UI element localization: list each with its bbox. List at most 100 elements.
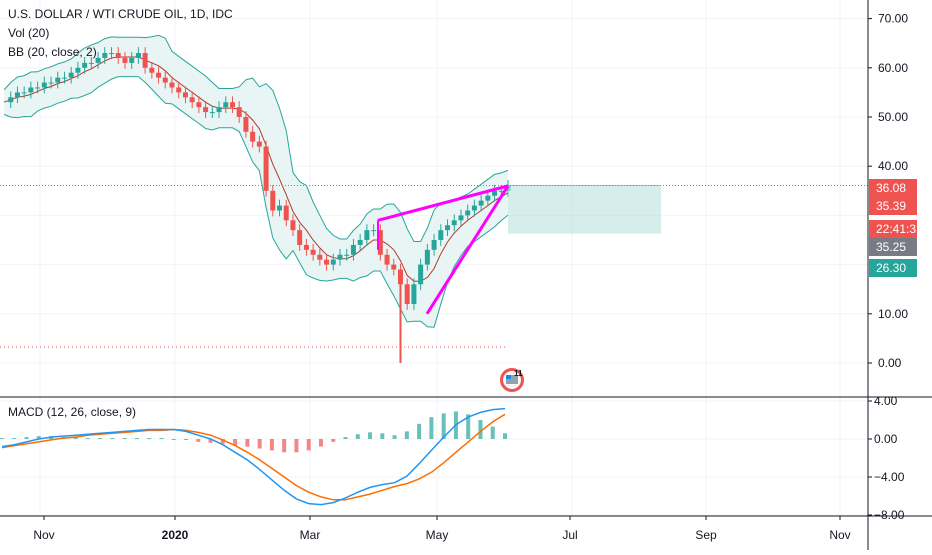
chart-legend: U.S. DOLLAR / WTI CRUDE OIL, 1D, IDC Vol… [8, 5, 233, 62]
macd-histogram-bar [392, 435, 397, 439]
macd-axis-labels[interactable]: 4.00 0.00 −4.00 −8.00 [868, 394, 905, 522]
candle-body [283, 205, 289, 221]
candle-body [330, 259, 336, 265]
candle-body [88, 62, 94, 64]
price-axis-label: 40.00 [878, 159, 908, 173]
macd-histogram-bar [85, 438, 90, 440]
macd-histogram-bar [282, 439, 287, 453]
price-axis-label: 50.00 [878, 110, 908, 124]
candle-body [411, 284, 417, 304]
macd-histogram-bar [196, 439, 201, 442]
candle-body [277, 205, 283, 211]
macd-histogram-bar [0, 438, 4, 440]
candle-body [431, 240, 437, 250]
candle-body [209, 112, 215, 114]
candle-body [384, 254, 390, 265]
time-axis-label: 2020 [162, 528, 189, 542]
bb-fill [4, 35, 508, 328]
candle-body [55, 77, 61, 83]
price-tags: 36.08 35.39 22:41:31 35.25 26.30 [869, 179, 923, 277]
time-axis-labels[interactable]: Nov 2020 Mar May Jul Sep Nov [33, 516, 851, 542]
candle-body [377, 230, 383, 255]
time-axis-label: Sep [695, 528, 717, 542]
macd-histogram-bar [294, 439, 299, 453]
target-zone-box [508, 185, 661, 234]
macd-histogram-bar [355, 434, 360, 439]
bb-upper [3, 34, 509, 242]
price-tag: 26.30 [869, 259, 917, 277]
candle-body [290, 220, 296, 231]
macd-pane [0, 407, 507, 506]
candle-body [317, 254, 323, 260]
candle-body [270, 190, 276, 211]
macd-histogram-bar [343, 437, 348, 439]
earnings-event-icon[interactable]: 11 [500, 368, 524, 392]
time-axis-label: Mar [300, 528, 321, 542]
price-tag-bg [869, 259, 917, 277]
symbol-title[interactable]: U.S. DOLLAR / WTI CRUDE OIL, 1D, IDC [8, 7, 233, 21]
candle-body [485, 195, 491, 201]
candle-body [115, 53, 121, 58]
time-axis-label: May [426, 528, 449, 542]
candle-body [424, 249, 430, 265]
candle-body [102, 53, 108, 58]
candle-body [297, 230, 303, 245]
candle-body [344, 254, 350, 256]
candle-body [337, 254, 343, 260]
macd-histogram-bar [36, 436, 41, 439]
candle-body [438, 230, 444, 240]
bb-indicator-label[interactable]: BB (20, close, 2) [8, 45, 97, 59]
macd-histogram-bar [73, 437, 78, 439]
event-badge-count: 11 [514, 369, 523, 378]
candle-body [364, 230, 370, 240]
candle-body [498, 190, 504, 192]
candle-body [35, 87, 41, 89]
price-tag: 22:41:31 [869, 220, 923, 238]
macd-histogram-bar [318, 439, 323, 447]
candle-body [229, 102, 235, 108]
macd-histogram-bar [220, 439, 225, 444]
price-tag-text: 26.30 [876, 261, 906, 275]
candle-body [256, 141, 262, 147]
price-axis-label: 10.00 [878, 307, 908, 321]
macd-histogram-bar [110, 438, 115, 440]
price-tag-text: 22:41:31 [876, 222, 923, 236]
macd-histogram-bar [171, 439, 176, 440]
candle-body [216, 107, 222, 113]
candle-body [156, 72, 162, 78]
wedge-upper-line [377, 184, 509, 222]
candle-body [68, 72, 74, 78]
candle-body [182, 92, 188, 98]
candle-body [189, 97, 195, 103]
macd-histogram-bar [466, 414, 471, 439]
price-axis-label: 70.00 [878, 12, 908, 26]
candle-body [445, 225, 451, 231]
price-tag: 35.39 [869, 197, 917, 215]
candle-body [465, 210, 471, 216]
macd-histogram-bar [98, 438, 103, 440]
rising-wedge-drawing[interactable] [377, 184, 510, 315]
candle-body [41, 82, 47, 88]
macd-histogram-bar [429, 417, 434, 439]
macd-histogram-bar [134, 438, 139, 440]
vol-indicator-label[interactable]: Vol (20) [8, 26, 50, 40]
macd-histogram-bar [122, 438, 127, 440]
candle-body [14, 92, 20, 98]
bb-basis [3, 56, 509, 282]
target-zone [508, 184, 661, 234]
price-axis-label: 60.00 [878, 61, 908, 75]
candle-body [82, 62, 88, 68]
macd-histogram-bar [184, 439, 189, 440]
candle-body [236, 107, 242, 117]
candle-body [149, 67, 155, 73]
candle-body [391, 264, 397, 270]
candle-body [109, 53, 115, 55]
candle-body [418, 264, 424, 285]
macd-histogram-bar [503, 433, 507, 439]
candle-body [61, 77, 67, 79]
price-tag-bg [869, 179, 917, 197]
macd-histogram-bar [478, 420, 483, 439]
price-axis-labels[interactable]: 70.00 60.00 50.00 40.00 10.00 0.00 [868, 12, 908, 370]
macd-indicator-label[interactable]: MACD (12, 26, close, 9) [8, 405, 137, 419]
